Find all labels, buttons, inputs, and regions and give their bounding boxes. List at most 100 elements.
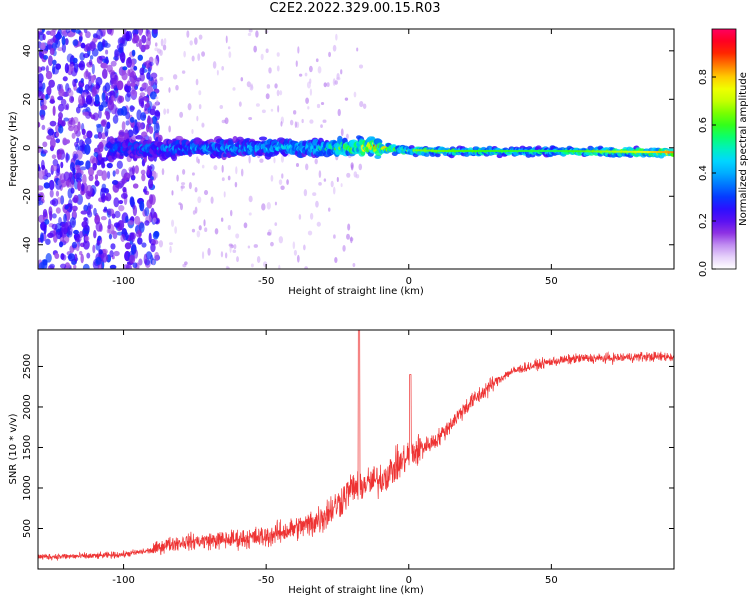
spectrogram-cell: [126, 57, 132, 68]
spectrogram-cell: [337, 108, 341, 117]
spectrogram-cell: [183, 50, 186, 58]
spectrogram-cell: [531, 149, 535, 152]
spectrogram-cell: [112, 170, 116, 177]
spectrogram-cell: [574, 150, 578, 153]
spectrogram-cell: [315, 200, 319, 208]
spectrogram-cell: [276, 89, 280, 97]
spectrogram-cell: [138, 98, 145, 107]
spectrogram-cell: [332, 186, 336, 195]
spectrogram-cell: [557, 150, 561, 153]
spectrogram-cell: [333, 234, 336, 239]
spectrogram-cell: [198, 34, 203, 40]
spectrogram-cell: [52, 59, 57, 66]
spectrogram-cell: [128, 77, 134, 83]
spectrogram-cell: [64, 262, 71, 269]
spectrogram-cell: [152, 239, 159, 245]
spectrogram-cell: [52, 105, 56, 116]
spectrogram-cell: [591, 150, 595, 153]
spectrogram-cell: [50, 98, 55, 104]
spectrogram-cell: [111, 78, 117, 89]
spectrogram-cell: [92, 112, 99, 121]
spectrogram-cell: [197, 53, 201, 62]
spectrogram-cell: [334, 257, 338, 263]
spectrogram-cell: [326, 82, 330, 87]
spectrogram-cell: [55, 207, 61, 214]
spectrogram-cell: [144, 97, 150, 103]
spectrogram-cell: [221, 164, 224, 173]
spectrogram-cell: [172, 74, 178, 80]
spectrogram-cell: [180, 185, 185, 189]
spectrogram-cell: [301, 118, 304, 124]
spectrogram-cell: [525, 149, 529, 152]
spectrogram-cell: [38, 30, 41, 40]
spectrogram-cell: [58, 88, 65, 97]
spectrogram-cell: [645, 150, 649, 153]
spectrogram-cell: [135, 79, 140, 87]
figure-title: C2E2.2022.329.00.15.R03: [269, 1, 441, 16]
spectrogram-cell: [107, 92, 113, 97]
spectrogram-cell: [189, 40, 193, 46]
spectrogram-cell: [255, 103, 260, 107]
spectrogram-cell: [97, 235, 102, 241]
spectrogram-cell: [316, 221, 321, 227]
spectrogram-cell: [594, 150, 598, 153]
spectrogram-cell: [66, 179, 70, 187]
spectrogram-cell: [480, 149, 484, 152]
spectrogram-cell: [157, 134, 163, 142]
spectrogram-cell: [73, 153, 77, 162]
spectrogram-cell: [292, 241, 296, 250]
spectrogram-cell: [417, 149, 421, 152]
spectrogram-cell: [97, 41, 104, 52]
spectrogram-cell: [246, 81, 251, 88]
spectrogram-cell: [294, 121, 298, 129]
spectrogram-cell: [353, 171, 358, 178]
spectrogram-cell: [106, 121, 111, 130]
spectrogram-cell: [84, 137, 92, 145]
spectrogram-cell: [668, 151, 672, 154]
spectrogram-cell: [187, 103, 192, 111]
spectrogram-cell: [83, 217, 88, 222]
spectrogram-cell: [639, 150, 643, 153]
spectrogram-cell: [104, 82, 111, 92]
spectrogram-cell: [194, 37, 198, 45]
spectrogram-cell: [327, 207, 331, 212]
spectrogram-cell: [109, 264, 117, 269]
spectrogram-cell: [38, 262, 45, 269]
spectrogram-cell: [154, 251, 160, 262]
spectrogram-cell: [58, 125, 64, 134]
spectrogram-cell: [554, 149, 558, 152]
spectrogram-cell: [198, 104, 202, 110]
spectrogram-cell: [55, 138, 61, 144]
spectrogram-cell: [434, 149, 438, 152]
spectrogram-cell: [38, 200, 44, 206]
spectrogram-cell: [248, 155, 251, 164]
spectrogram-cell: [276, 52, 280, 57]
spectrogram-cell: [315, 58, 319, 63]
spectrogram-cell: [129, 196, 135, 206]
spectrogram-cell: [191, 129, 194, 134]
spectrogram-cell: [139, 67, 145, 76]
spectrogram-cell: [296, 254, 300, 263]
spectrogram-cell: [146, 37, 151, 47]
spectrogram-cell: [116, 160, 123, 169]
spectrogram-cell: [259, 158, 264, 163]
spectrogram-x-ticks: -100 -50 0 50: [112, 29, 558, 287]
spectrogram-cell: [83, 204, 89, 212]
spectrogram-cell: [85, 69, 89, 78]
spectrogram-cell: [101, 92, 106, 102]
snr-x-ticks: -100 -50 0 50: [112, 330, 558, 586]
spectrogram-cell: [65, 139, 71, 144]
spectrogram-cell: [303, 189, 308, 197]
spectrogram-cell: [614, 150, 618, 153]
spectrogram-cell: [261, 203, 266, 211]
spectrogram-cell: [162, 44, 167, 51]
spectrogram-cell: [81, 183, 85, 192]
spectrogram-cell: [78, 231, 84, 238]
spectrogram-cell: [247, 245, 251, 249]
spectrogram-cell: [110, 243, 116, 250]
spectrogram-x-tick-label: -100: [112, 276, 135, 287]
spectrogram-cell: [49, 189, 54, 198]
spectrogram-cell: [131, 58, 135, 68]
spectrogram-cell: [112, 115, 119, 124]
spectrogram-cell: [153, 122, 160, 134]
